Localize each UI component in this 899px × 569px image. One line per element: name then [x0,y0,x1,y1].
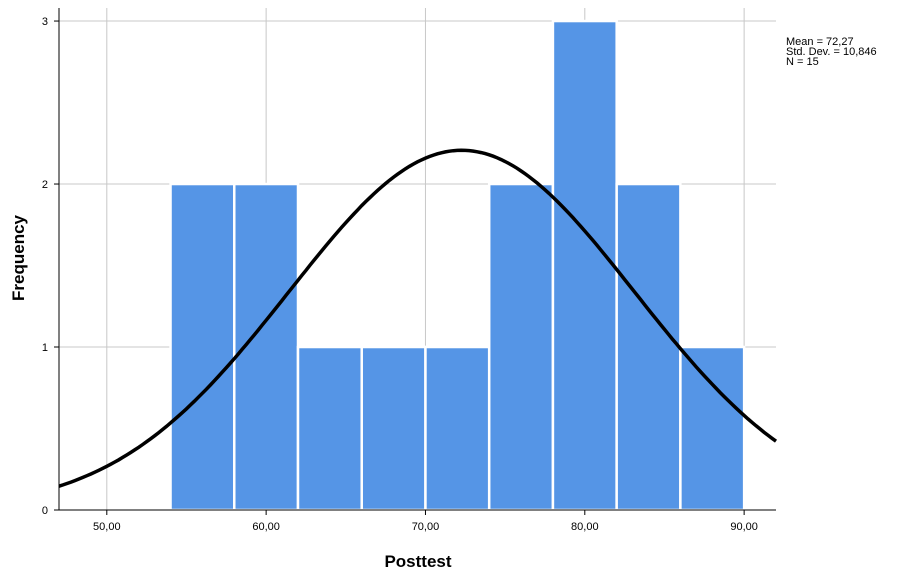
axes [58,8,776,511]
y-axis-title: Frequency [9,214,28,301]
y-tick-label: 3 [42,16,48,28]
x-axis-title: Posttest [384,552,451,569]
histogram-bar [296,345,363,512]
histogram-bar [615,182,682,512]
x-tick-labels: 50,00 60,00 70,00 80,00 90,00 [93,510,758,533]
std-dev-label: Std. Dev. = 10,846 [786,46,877,58]
y-tick-labels: 0 1 2 3 [42,16,59,517]
histogram-bar [169,182,236,512]
mean-label: Mean = 72,27 [786,36,854,48]
histogram-bar [487,182,555,512]
stats-box: Mean = 72,27 Std. Dev. = 10,846 N = 15 [786,36,877,68]
x-tick-label: 80,00 [571,521,599,533]
x-tick-label: 70,00 [412,521,440,533]
y-tick-label: 0 [42,505,48,517]
x-tick-label: 50,00 [93,521,121,533]
y-tick-label: 2 [42,179,48,191]
histogram-bar [551,19,618,512]
normal-curve [58,148,778,488]
x-tick-label: 60,00 [252,521,280,533]
y-tick-label: 1 [42,342,48,354]
histogram-bars [169,19,746,512]
histogram-bar [424,345,491,512]
histogram-bar [679,345,746,512]
histogram-bar [360,345,427,512]
x-tick-label: 90,00 [730,521,758,533]
n-label: N = 15 [786,56,819,68]
